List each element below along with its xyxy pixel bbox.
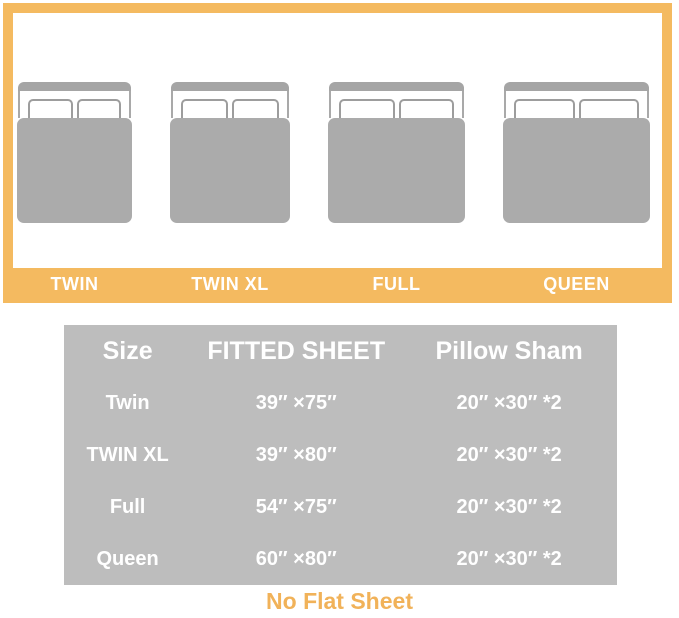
table-header-row: Size FITTED SHEET Pillow Sham	[64, 325, 617, 377]
bed-size-labels-row: TWIN TWIN XL FULL QUEEN	[13, 268, 662, 303]
table-cell: Full	[109, 495, 146, 518]
table-cell: 20″ ×30″ *2	[456, 495, 562, 518]
table-cell: 39″ ×80″	[255, 443, 337, 466]
table-cell: 20″ ×30″ *2	[456, 443, 562, 466]
bed-illustration-full	[328, 82, 465, 223]
fitted-sheet-mattress	[503, 118, 650, 223]
table-row-twin: Twin 39″ ×75″ 20″ ×30″ *2	[64, 377, 617, 429]
size-dimensions-table: Size FITTED SHEET Pillow Sham Twin 39″ ×75″ 2…	[64, 325, 617, 585]
bed-pillow-area	[171, 91, 289, 123]
table-cell: 39″ ×75″	[255, 391, 337, 414]
bed-headboard	[18, 82, 131, 91]
fitted-sheet-mattress	[170, 118, 290, 223]
table-cell: 20″ ×30″ *2	[456, 391, 562, 414]
table-row-full: Full 54″ ×75″ 20″ ×30″ *2	[64, 481, 617, 533]
size-chart-frame: TWIN TWIN XL FULL QUEEN	[3, 3, 672, 303]
bed-size-label-full: FULL	[372, 274, 421, 294]
no-flat-sheet-note: No Flat Sheet	[266, 588, 413, 614]
fitted-sheet-mattress	[328, 118, 465, 223]
table-row-twin-xl: TWIN XL 39″ ×80″ 20″ ×30″ *2	[64, 429, 617, 481]
bed-pillow-area	[18, 91, 131, 123]
table-cell: 60″ ×80″	[255, 547, 337, 570]
bed-size-label-twin-xl: TWIN XL	[191, 274, 269, 294]
column-header: Size	[102, 336, 153, 365]
bed-headboard	[504, 82, 649, 91]
bed-size-label-queen: QUEEN	[543, 274, 610, 294]
table-cell: Twin	[105, 391, 150, 414]
bed-headboard	[171, 82, 289, 91]
column-header: Pillow Sham	[435, 336, 583, 365]
bed-headboard	[329, 82, 464, 91]
table-cell: TWIN XL	[86, 443, 169, 466]
bed-pillow-area	[329, 91, 464, 123]
bed-pillow-area	[504, 91, 649, 123]
bed-illustration-queen	[503, 82, 650, 223]
table-cell: 54″ ×75″	[255, 495, 337, 518]
table-cell: 20″ ×30″ *2	[456, 547, 562, 570]
bed-size-label-twin: TWIN	[50, 274, 99, 294]
column-header: FITTED SHEET	[207, 336, 386, 365]
table-row-queen: Queen 60″ ×80″ 20″ ×30″ *2	[64, 533, 617, 585]
table-cell: Queen	[96, 547, 159, 570]
bed-illustrations-area	[13, 13, 662, 268]
bed-illustration-twin	[17, 82, 132, 223]
fitted-sheet-mattress	[17, 118, 132, 223]
bed-illustration-twin-xl	[170, 82, 290, 223]
